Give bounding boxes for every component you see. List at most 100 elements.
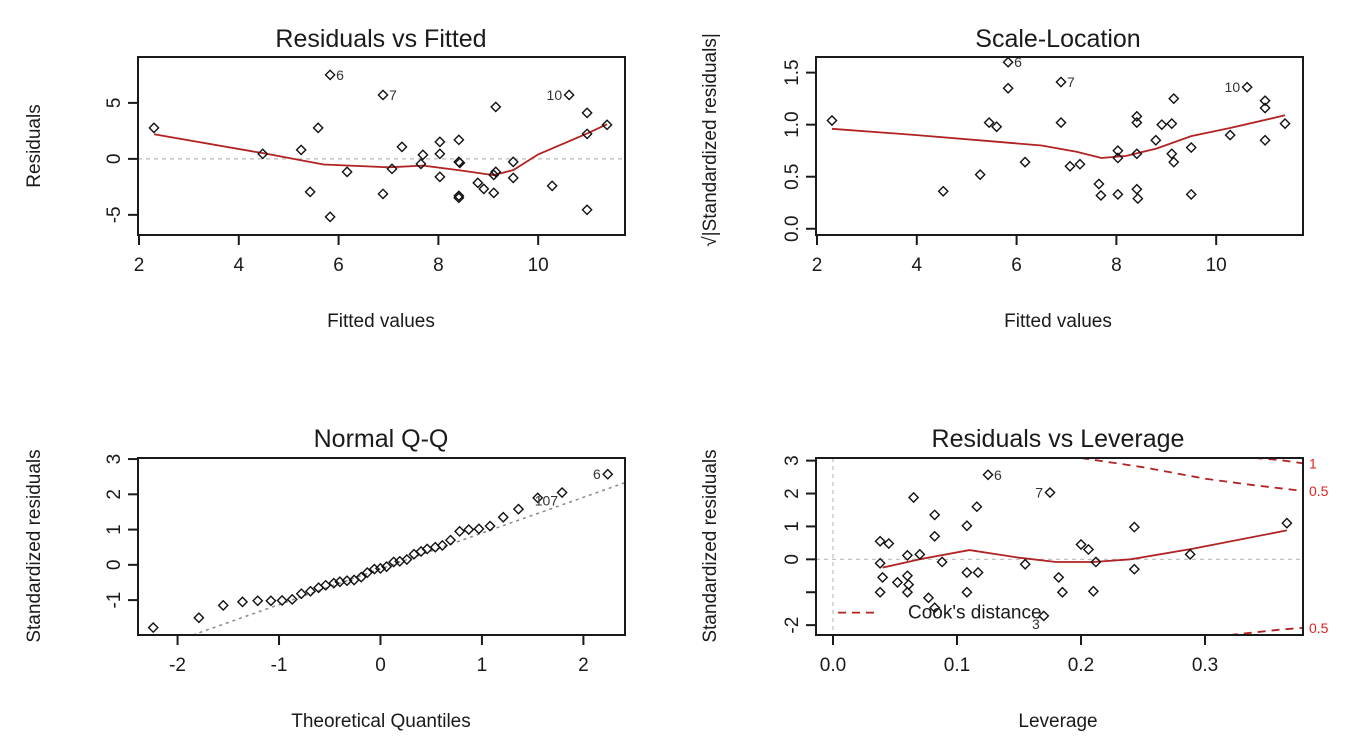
point-label: 6 — [336, 67, 344, 83]
y-tick-label: 0 — [104, 154, 125, 165]
data-point — [929, 509, 941, 521]
data-point — [971, 501, 983, 513]
y-axis-label: √|Standardized residuals| — [700, 33, 721, 247]
y-tick-label: 1 — [782, 521, 803, 532]
data-point — [1259, 102, 1271, 114]
panel-normal-qq: Normal Q-Q Theoretical Quantiles Standar… — [24, 425, 626, 732]
data-point — [454, 157, 466, 169]
data-point — [1064, 160, 1076, 172]
data-point — [276, 594, 288, 607]
point-label: 6 — [1014, 54, 1022, 70]
data-point — [1056, 586, 1068, 598]
data-point — [434, 136, 446, 148]
data-point — [472, 177, 484, 189]
data-point — [1044, 486, 1056, 499]
x-tick-label: 0.2 — [1068, 655, 1094, 676]
y-axis-label: Residuals — [24, 104, 45, 187]
data-point — [386, 163, 398, 175]
data-point — [1132, 192, 1144, 205]
cooks-contour-label: 0.5 — [1309, 620, 1329, 636]
y-tick-label: -5 — [104, 206, 125, 223]
x-tick-label: 0.1 — [944, 655, 970, 676]
plot-frame — [137, 56, 626, 236]
data-point — [1241, 81, 1253, 93]
smoother-line — [882, 529, 1288, 569]
data-point — [463, 523, 475, 536]
data-point — [312, 122, 324, 134]
data-point — [1093, 178, 1105, 190]
y-tick-label: -2 — [782, 617, 803, 634]
x-tick-label: 6 — [333, 255, 344, 276]
data-point — [1166, 148, 1178, 160]
data-point — [922, 592, 935, 604]
data-point — [961, 566, 973, 579]
plot-area — [147, 468, 625, 635]
x-tick-label: 8 — [1111, 255, 1122, 276]
y-tick-label: 2 — [782, 488, 803, 499]
data-point — [929, 602, 941, 614]
data-point — [454, 525, 466, 537]
plot-area — [826, 57, 1291, 205]
data-point — [974, 169, 986, 181]
x-tick-label: 0 — [375, 655, 386, 676]
qq-reference-line — [192, 481, 625, 635]
x-tick-label: 4 — [234, 255, 245, 276]
x-tick-label: 8 — [433, 255, 444, 276]
x-axis-label: Fitted values — [1004, 311, 1112, 332]
data-point — [507, 156, 519, 168]
data-point — [1019, 156, 1031, 168]
point-label: 3 — [1032, 616, 1040, 632]
data-point — [434, 171, 446, 183]
cooks-contour-label: 0.5 — [1309, 483, 1329, 499]
data-point — [1038, 610, 1050, 622]
data-point — [434, 148, 446, 160]
data-point — [265, 595, 277, 607]
legend-label: Cook's distance — [908, 603, 1042, 624]
data-point — [417, 149, 429, 161]
plot-frame — [815, 457, 1304, 636]
panel-title: Residuals vs Leverage — [932, 425, 1185, 453]
x-tick-label: 10 — [1206, 255, 1227, 276]
data-point — [901, 549, 913, 561]
x-tick-label: 4 — [912, 255, 923, 276]
data-point — [377, 89, 389, 101]
data-point — [1259, 134, 1271, 146]
data-point — [563, 89, 575, 101]
x-tick-label: 6 — [1011, 255, 1022, 276]
data-point — [415, 158, 427, 170]
x-tick-label: 2 — [134, 255, 145, 276]
data-point — [295, 144, 307, 156]
data-point — [556, 486, 568, 499]
data-point — [908, 491, 920, 504]
data-point — [1185, 188, 1197, 200]
data-point — [488, 187, 500, 199]
data-point — [581, 204, 593, 216]
y-tick-label: 5 — [104, 98, 125, 109]
data-point — [444, 534, 457, 546]
data-point — [320, 579, 332, 591]
smoother-line — [831, 114, 1286, 159]
data-point — [1095, 189, 1107, 202]
data-point — [147, 622, 159, 634]
data-point — [546, 180, 558, 192]
data-point — [1002, 57, 1014, 68]
data-point — [1156, 119, 1168, 131]
x-tick-label: 0.3 — [1192, 655, 1218, 676]
data-point — [1128, 521, 1140, 533]
y-tick-label: 0.0 — [782, 216, 803, 242]
x-axis-label: Fitted values — [327, 311, 435, 332]
panel-title: Normal Q-Q — [314, 425, 449, 453]
data-point — [304, 186, 316, 198]
data-point — [148, 122, 160, 134]
y-tick-label: 2 — [104, 489, 125, 500]
data-point — [328, 577, 340, 589]
y-tick-label: 1.5 — [782, 59, 803, 85]
y-tick-label: 1.0 — [782, 111, 803, 137]
data-point — [1131, 183, 1143, 195]
x-axis-label: Leverage — [1018, 711, 1097, 732]
data-point — [877, 571, 889, 584]
data-point — [1184, 548, 1196, 560]
data-point — [901, 570, 913, 582]
data-point — [490, 101, 502, 113]
